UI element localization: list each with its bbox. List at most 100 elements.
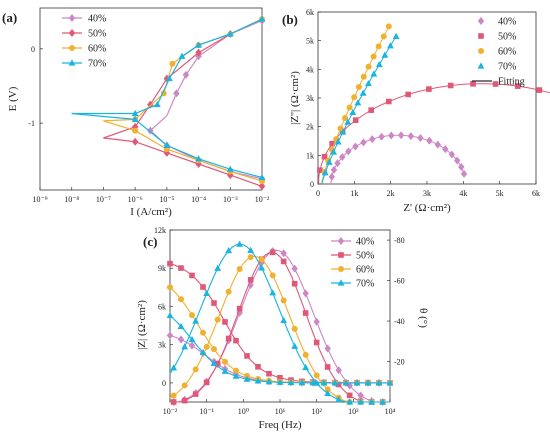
series-70%-point: [153, 100, 161, 108]
series-70%-modulus-point: [331, 379, 339, 386]
series-40%-anodic-curve: [166, 20, 263, 116]
series-60%-phase-point: [225, 288, 232, 295]
series-60%-phase-point: [291, 325, 298, 332]
series-60%-modulus-point: [233, 367, 239, 374]
series-70%-modulus-point: [353, 379, 361, 386]
series-70%-phase-point: [291, 342, 299, 349]
series-70%-cathodic-curve: [71, 112, 263, 178]
x-tick-label: 10³: [348, 407, 359, 416]
legend-label-50%: 50%: [356, 251, 374, 262]
series-40%-point: [352, 142, 359, 151]
series-40%-point: [453, 156, 461, 165]
legend-label-40%: 40%: [498, 17, 516, 28]
series-40%-point: [330, 165, 338, 174]
legend-label-70%: 70%: [356, 279, 374, 290]
series-50%-point: [321, 153, 328, 160]
x-tick-label: 10⁻¹: [199, 407, 214, 416]
y-axis-label: |Z''| (Ω·cm²): [289, 71, 301, 125]
series-70%-phase-point: [324, 389, 332, 397]
series-50%-point: [447, 82, 454, 89]
series-40%-point: [182, 70, 190, 79]
x-tick-label: 10⁻²: [255, 195, 270, 204]
series-40%-phase-point: [280, 249, 287, 258]
series-50%-modulus-point: [200, 284, 206, 290]
series-50%-modulus-point: [277, 374, 283, 381]
series-70%-point: [226, 30, 234, 37]
series-50%-phase-point: [291, 280, 298, 287]
series-70%-phase-point: [203, 289, 211, 296]
series-70%-phase-point: [313, 379, 321, 386]
y2-tick-label: -20: [394, 358, 405, 367]
series-40%-point: [407, 132, 415, 141]
series-40%-point: [442, 145, 449, 154]
fit-curve-70%: [321, 36, 397, 185]
x-tick-label: 10⁻²: [163, 407, 178, 416]
y-tick-label: 5k: [306, 37, 314, 46]
legend-label-40%: 40%: [88, 14, 106, 25]
series-70%-modulus-point: [243, 375, 251, 382]
series-70%-modulus-point: [210, 359, 218, 367]
series-60%-modulus-point: [211, 346, 217, 353]
series-70%-phase-point: [269, 289, 277, 296]
series-50%-point: [317, 167, 323, 174]
series-70%-point: [349, 108, 357, 116]
series-70%-phase-point: [214, 264, 222, 271]
y-tick-label: 0: [31, 45, 35, 54]
series-70%-phase-point: [170, 364, 178, 371]
series-60%-phase-point: [192, 366, 199, 373]
series-60%-phase-point: [214, 316, 221, 323]
series-50%-point: [258, 182, 266, 191]
legend-marker-50%: [478, 33, 484, 39]
series-70%-modulus-point: [199, 348, 207, 356]
series-50%-modulus-point: [233, 337, 239, 344]
series-60%-point: [342, 114, 349, 121]
y-tick-label: 6k: [158, 302, 166, 311]
series-50%-phase-point: [203, 379, 210, 386]
x-tick-label: 10⁻⁵: [159, 195, 174, 204]
series-60%-point: [346, 104, 353, 111]
series-70%-point: [131, 115, 139, 123]
legend-marker-40%: [68, 14, 76, 22]
series-50%-phase-point: [269, 249, 276, 256]
y2-tick-label: -60: [394, 277, 405, 286]
y-tick-label: 1k: [306, 151, 314, 160]
y-tick-label: 9k: [158, 264, 166, 273]
series-70%-phase-point: [368, 398, 376, 405]
x-tick-label: 1k: [350, 189, 358, 198]
legend-label-70%: 70%: [88, 59, 106, 70]
series-70%-point: [226, 165, 234, 172]
y-tick-label: 2k: [306, 123, 314, 132]
series-70%-modulus-point: [320, 379, 328, 386]
series-70%-phase-point: [258, 264, 266, 271]
legend-label-60%: 60%: [498, 47, 516, 58]
series-70%-point: [334, 138, 342, 145]
series-40%-modulus-point: [188, 341, 196, 350]
panel-label: (b): [282, 12, 298, 27]
series-50%-modulus-point: [189, 272, 195, 279]
series-70%-point: [365, 79, 372, 87]
series-60%-phase-point: [324, 386, 331, 393]
series-40%-phase-point: [357, 391, 364, 400]
series-60%-phase-point: [258, 256, 265, 263]
x-tick-label: 5k: [496, 189, 504, 198]
series-70%-modulus-point: [166, 311, 174, 319]
series-60%-point: [380, 33, 387, 40]
x-tick-label: 10¹: [275, 407, 286, 416]
series-40%-point: [417, 133, 424, 142]
series-70%-modulus-point: [254, 377, 262, 384]
x-tick-label: 10⁻⁸: [64, 195, 79, 204]
series-50%-point: [352, 117, 359, 123]
series-70%-point: [163, 141, 171, 149]
y-tick-label: -1: [28, 119, 35, 128]
series-60%-phase-point: [203, 343, 210, 350]
legend-label-40%: 40%: [356, 237, 374, 248]
series-50%-phase-point: [225, 335, 232, 342]
series-70%-phase-point: [280, 316, 288, 324]
legend-label-50%: 50%: [498, 32, 516, 43]
x-tick-label: 2k: [387, 189, 395, 198]
series-50%-modulus-point: [255, 364, 261, 370]
y-tick-label: 0: [310, 180, 314, 189]
series-60%-point: [370, 53, 377, 60]
x-tick-label: 10⁻⁶: [128, 195, 143, 204]
series-70%-modulus-point: [276, 378, 284, 385]
